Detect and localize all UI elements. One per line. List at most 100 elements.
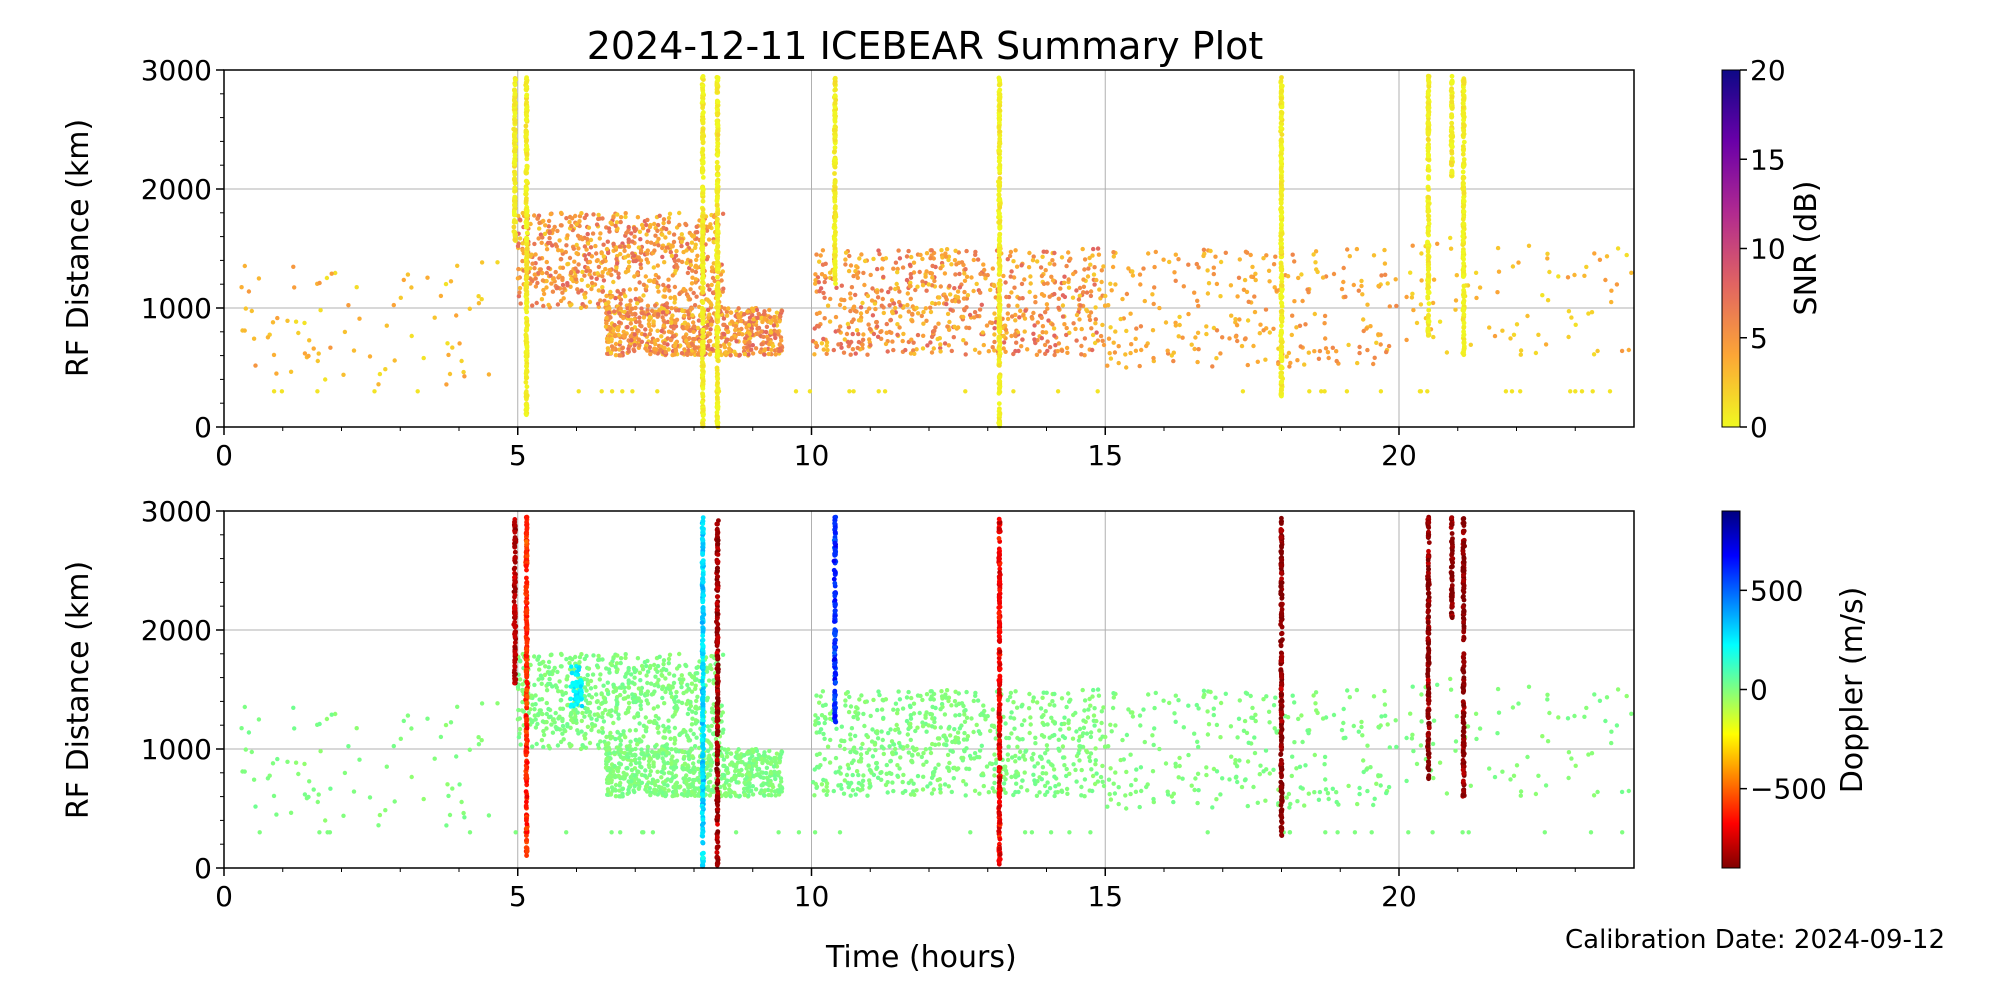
scatter-point (589, 275, 593, 279)
scatter-point (600, 715, 604, 719)
scatter-point (690, 313, 694, 317)
scatter-point (1274, 288, 1278, 292)
scatter-point (662, 260, 666, 264)
scatter-point (615, 653, 619, 657)
scatter-point (911, 341, 915, 345)
scatter-point (687, 312, 691, 316)
scatter-point (544, 279, 548, 283)
streak-point (1279, 206, 1284, 211)
scatter-point (586, 673, 590, 677)
streak-point (1279, 345, 1284, 350)
scatter-point (633, 312, 637, 316)
scatter-point (710, 265, 714, 269)
scatter-point (1064, 264, 1068, 268)
scatter-point (590, 281, 594, 285)
streak-point (1426, 187, 1431, 192)
scatter-point (1218, 351, 1222, 355)
scatter-point (547, 660, 551, 664)
scatter-point (939, 248, 943, 252)
scatter-point (667, 729, 671, 733)
scatter-point (556, 248, 560, 252)
streak-point (833, 253, 838, 258)
scatter-point (665, 310, 669, 314)
scatter-point (672, 232, 676, 236)
scatter-point (646, 229, 650, 233)
scatter-point (1469, 343, 1473, 347)
scatter-point (976, 257, 980, 261)
streak-point (513, 111, 518, 116)
scatter-point (589, 679, 593, 683)
scatter-point (842, 298, 846, 302)
scatter-point (611, 215, 615, 219)
scatter-point (1625, 253, 1629, 257)
scatter-point (644, 715, 648, 719)
scatter-point (252, 337, 256, 341)
scatter-point (575, 222, 579, 226)
scatter-point (393, 358, 397, 362)
scatter-point (1009, 274, 1013, 278)
scatter-point (875, 290, 879, 294)
scatter-point (686, 271, 690, 275)
scatter-point (1359, 279, 1363, 283)
streak-point (997, 92, 1002, 97)
scatter-point (707, 312, 711, 316)
scatter-point (661, 662, 665, 666)
scatter-point (577, 389, 581, 393)
scatter-point (622, 245, 626, 249)
scatter-point (924, 289, 928, 293)
scatter-point (1081, 290, 1085, 294)
scatter-point (872, 332, 876, 336)
scatter-point (1124, 329, 1128, 333)
scatter-point (1474, 296, 1478, 300)
scatter-point (1379, 273, 1383, 277)
scatter-point (551, 290, 555, 294)
scatter-point (567, 220, 571, 224)
scatter-point (706, 344, 710, 348)
scatter-point (848, 296, 852, 300)
scatter-point (669, 338, 673, 342)
scatter-point (1229, 314, 1233, 318)
scatter-point (647, 279, 651, 283)
scatter-point (1291, 253, 1295, 257)
scatter-point (1346, 343, 1350, 347)
streak-point (716, 100, 721, 105)
scatter-point (1300, 299, 1304, 303)
streak-point (1462, 115, 1467, 120)
streak-point (524, 280, 529, 285)
streak-point (1278, 125, 1283, 130)
scatter-point (871, 313, 875, 317)
scatter-point (775, 311, 779, 315)
streak-point (513, 92, 518, 97)
scatter-point (444, 382, 448, 386)
streak-point (523, 134, 528, 139)
scatter-point (1011, 259, 1015, 263)
scatter-point (1111, 250, 1115, 254)
scatter-point (593, 244, 597, 248)
scatter-point (623, 215, 627, 219)
scatter-point (812, 352, 816, 356)
scatter-point (611, 242, 615, 246)
scatter-point (863, 259, 867, 263)
scatter-point (854, 264, 858, 268)
scatter-point (1002, 346, 1006, 350)
scatter-point (614, 257, 618, 261)
scatter-point (1352, 283, 1356, 287)
scatter-point (724, 339, 728, 343)
scatter-point (1031, 332, 1035, 336)
scatter-point (1267, 279, 1271, 283)
streak-point (513, 82, 518, 87)
scatter-point (1020, 337, 1024, 341)
scatter-point (662, 658, 666, 662)
scatter-point (710, 283, 714, 287)
streak-point (997, 158, 1002, 163)
scatter-point (1345, 247, 1349, 251)
x-tick-label: 0 (215, 439, 233, 472)
scatter-point (916, 311, 920, 315)
streak-point (715, 190, 720, 195)
scatter-point (1061, 293, 1065, 297)
scatter-point (1591, 389, 1595, 393)
scatter-point (672, 240, 676, 244)
streak-point (1426, 284, 1431, 289)
streak-point (997, 118, 1002, 123)
scatter-point (722, 332, 726, 336)
